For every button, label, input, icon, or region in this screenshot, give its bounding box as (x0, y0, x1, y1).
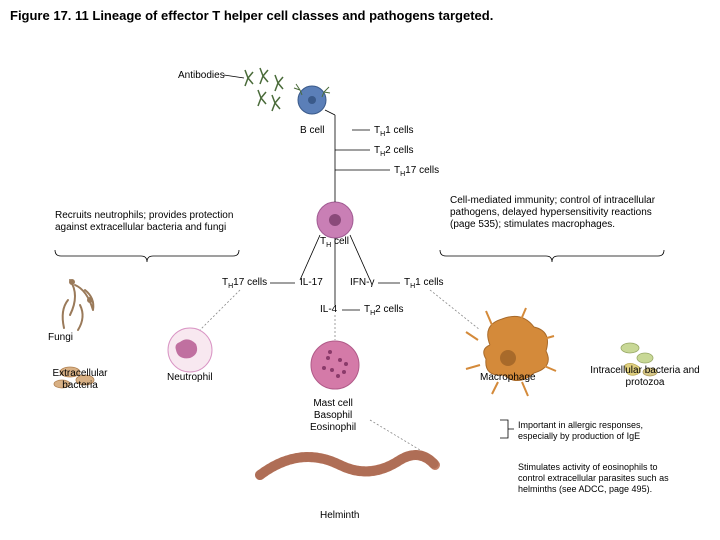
mast-group-label: Mast cell Basophil Eosinophil (310, 398, 356, 434)
neutrophil-label: Neutrophil (167, 372, 213, 384)
diagram-canvas (0, 0, 720, 540)
thcell-label: TH cell (320, 236, 349, 250)
right-box-text: Cell-mediated immunity; control of intra… (450, 195, 670, 231)
thcell-icon (317, 202, 353, 238)
figure-title: Figure 17. 11 Lineage of effector T help… (10, 8, 493, 23)
ifng-label: IFN-γ (350, 277, 374, 289)
antibodies-label: Antibodies (178, 70, 225, 82)
th1cells-arrow-label: TH1 cells (404, 277, 444, 291)
allergic-box-text: Important in allergic responses, especia… (518, 420, 668, 442)
macrophage-label: Macrophage (480, 372, 536, 384)
bcell-icon (298, 86, 326, 114)
mastcell-icon (311, 341, 359, 389)
intracellular-label: Intracellular bacteria and protozoa (590, 365, 700, 389)
eosinophil-box-text: Stimulates activity of eosinophils to co… (518, 462, 678, 494)
left-box-text: Recruits neutrophils; provides protectio… (55, 210, 240, 234)
th17cells-top-label: TH17 cells (394, 165, 439, 179)
extracellular-bacteria-label: Extracellular bacteria (40, 368, 120, 392)
neutrophil-icon (168, 328, 212, 372)
fungi-icon (63, 280, 94, 330)
bcell-label: B cell (300, 125, 324, 137)
th17cells-arrow-label: TH17 cells (222, 277, 267, 291)
helminth-icon (260, 455, 435, 475)
fungi-label: Fungi (48, 332, 73, 344)
il17-label: IL-17 (300, 277, 323, 289)
helminth-label: Helminth (320, 510, 359, 522)
antibodies-icon (245, 68, 283, 111)
th1cells-label: TH1 cells (374, 125, 414, 139)
th2cells-arrow-label: TH2 cells (364, 304, 404, 318)
th2cells-label: TH2 cells (374, 145, 414, 159)
il4-label: IL-4 (320, 304, 337, 316)
